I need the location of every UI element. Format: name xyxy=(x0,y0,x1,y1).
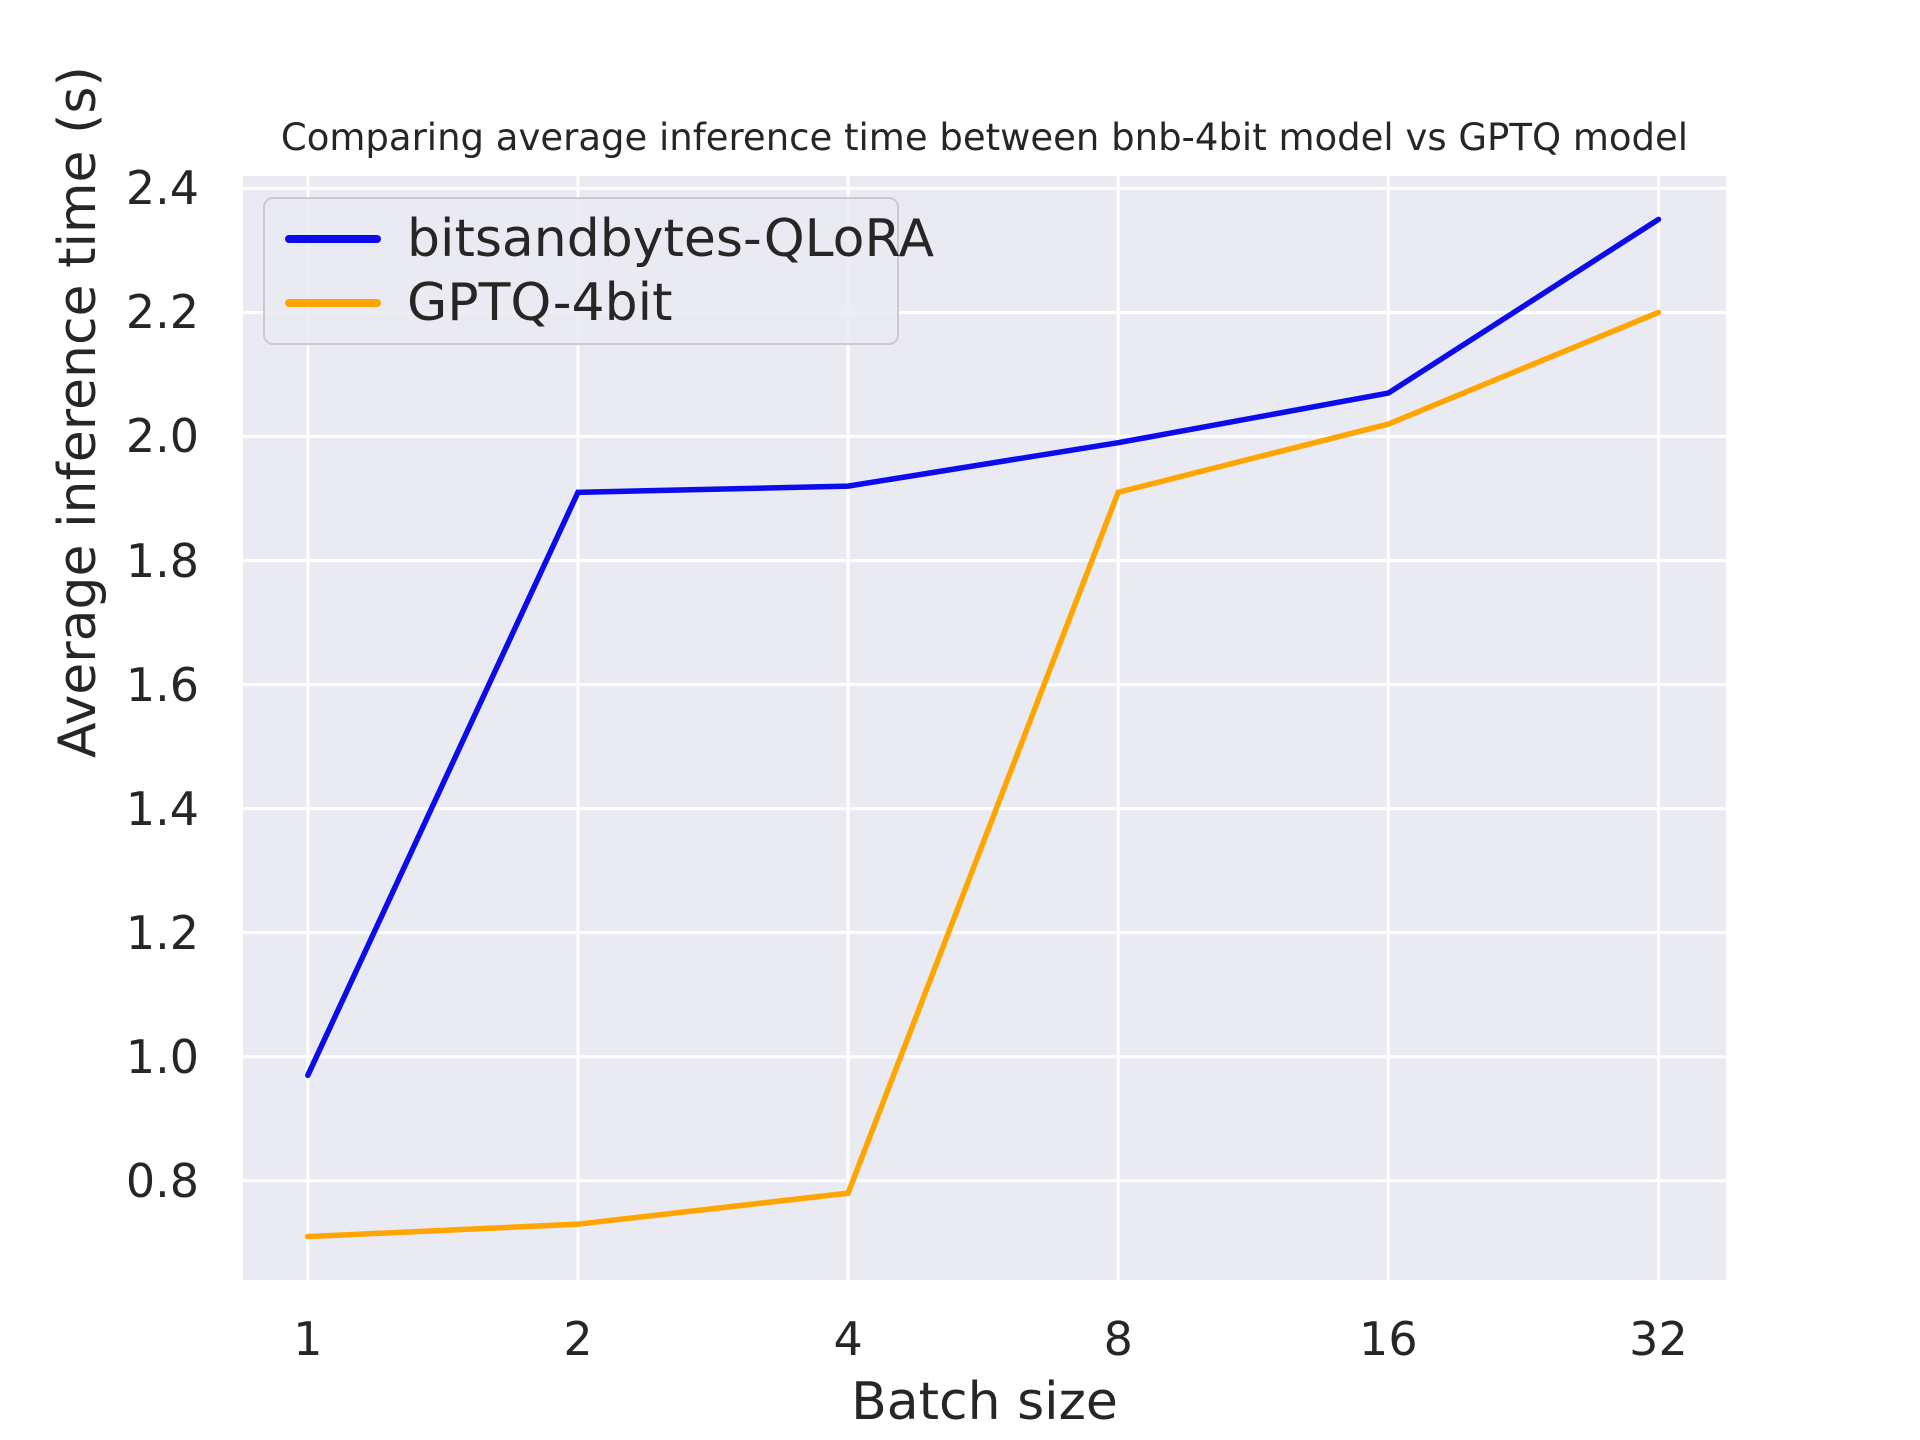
plot-svg xyxy=(243,176,1726,1280)
gridlines xyxy=(243,176,1726,1280)
legend: bitsandbytes-QLoRA GPTQ-4bit xyxy=(263,197,934,345)
x-tick-label: 4 xyxy=(833,1312,863,1366)
y-tick-label: 2.0 xyxy=(125,409,199,464)
y-tick-label: 2.2 xyxy=(125,285,199,340)
x-tick-label: 16 xyxy=(1359,1312,1418,1366)
y-tick-label: 1.8 xyxy=(125,533,199,588)
x-tick-label: 1 xyxy=(293,1312,323,1366)
x-axis-label: Batch size xyxy=(851,1372,1118,1432)
legend-label: GPTQ-4bit xyxy=(407,273,673,333)
x-tick-label: 8 xyxy=(1103,1312,1133,1366)
legend-line-swatch-blue xyxy=(285,235,381,243)
y-tick-label: 1.0 xyxy=(125,1029,199,1084)
x-tick-label: 32 xyxy=(1629,1312,1688,1366)
legend-entry-gptq-4bit: GPTQ-4bit xyxy=(285,273,877,333)
series-line-bitsandbytes-qlora xyxy=(305,216,1662,1079)
legend-entry-bitsandbytes-qlora: bitsandbytes-QLoRA xyxy=(285,209,934,269)
y-tick-label: 0.8 xyxy=(125,1153,199,1208)
legend-label: bitsandbytes-QLoRA xyxy=(407,209,935,269)
y-tick-label: 1.2 xyxy=(125,905,199,960)
y-tick-label: 1.4 xyxy=(125,781,199,836)
y-tick-label: 1.6 xyxy=(125,657,199,712)
series-line-gptq-4bit xyxy=(305,309,1662,1240)
x-tick-label: 2 xyxy=(563,1312,593,1366)
y-tick-label: 2.4 xyxy=(125,161,199,216)
legend-line-swatch-orange xyxy=(285,299,381,307)
chart-title: Comparing average inference time between… xyxy=(280,116,1689,159)
plot-area: bitsandbytes-QLoRA GPTQ-4bit xyxy=(243,176,1726,1280)
